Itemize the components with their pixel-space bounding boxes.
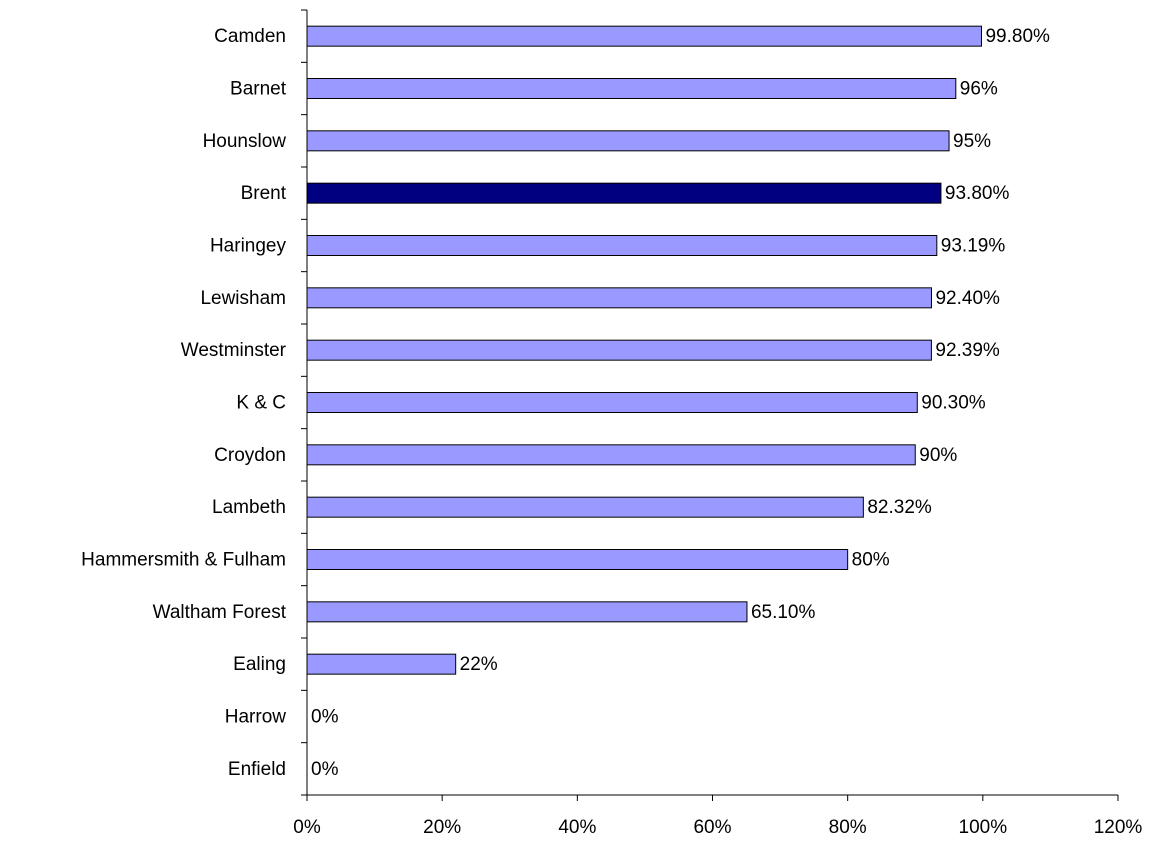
y-tick-label: Lewisham	[200, 288, 286, 309]
value-label: 22%	[460, 654, 498, 675]
value-label: 92.40%	[935, 288, 1000, 309]
y-tick-label: Barnet	[230, 79, 287, 100]
bar	[306, 444, 916, 466]
bar	[306, 287, 932, 309]
x-tick-label: 100%	[959, 817, 1008, 838]
value-label: 0%	[311, 707, 339, 728]
y-tick-label: Camden	[214, 26, 286, 47]
value-label: 92.39%	[935, 340, 1000, 361]
value-label: 90.30%	[921, 393, 986, 414]
y-tick-label: Hounslow	[203, 131, 287, 152]
bar	[306, 235, 938, 256]
value-label: 93.80%	[945, 183, 1010, 204]
value-label: 93.19%	[941, 236, 1006, 257]
x-tick-label: 60%	[693, 817, 731, 838]
bar	[306, 601, 748, 623]
bar	[306, 549, 849, 570]
value-label: 90%	[919, 445, 957, 466]
y-tick-label: K & C	[236, 393, 286, 414]
bar	[306, 392, 918, 413]
value-label: 82.32%	[867, 497, 932, 518]
value-label: 95%	[953, 131, 991, 152]
x-tick-label: 120%	[1094, 817, 1143, 838]
value-label: 65.10%	[751, 602, 816, 623]
bar	[306, 130, 950, 152]
y-tick-label: Enfield	[228, 759, 286, 780]
x-tick-label: 80%	[829, 817, 867, 838]
y-tick-label: Haringey	[210, 236, 287, 257]
value-label: 80%	[852, 550, 890, 571]
y-tick-label: Waltham Forest	[153, 602, 287, 623]
x-tick-label: 40%	[558, 817, 596, 838]
value-label: 96%	[960, 79, 998, 100]
y-tick-label: Harrow	[225, 707, 287, 728]
y-tick-label: Westminster	[181, 340, 287, 361]
value-label: 99.80%	[985, 26, 1050, 47]
value-label: 0%	[311, 759, 339, 780]
x-tick-label: 20%	[423, 817, 461, 838]
bar	[306, 496, 864, 518]
y-tick-label: Brent	[241, 183, 287, 204]
y-tick-label: Croydon	[214, 445, 286, 466]
y-tick-label: Hammersmith & Fulham	[81, 550, 286, 571]
bar	[306, 182, 942, 204]
y-tick-label: Ealing	[233, 654, 286, 675]
bar	[306, 653, 457, 675]
bar	[306, 78, 957, 99]
bar	[306, 25, 982, 47]
x-tick-label: 0%	[293, 817, 321, 838]
bar	[306, 339, 932, 361]
y-tick-label: Lambeth	[212, 497, 286, 518]
